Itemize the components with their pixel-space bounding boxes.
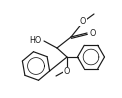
- Text: O: O: [64, 67, 70, 76]
- Text: HO: HO: [30, 35, 42, 44]
- Text: O: O: [90, 29, 96, 38]
- Text: O: O: [80, 16, 86, 25]
